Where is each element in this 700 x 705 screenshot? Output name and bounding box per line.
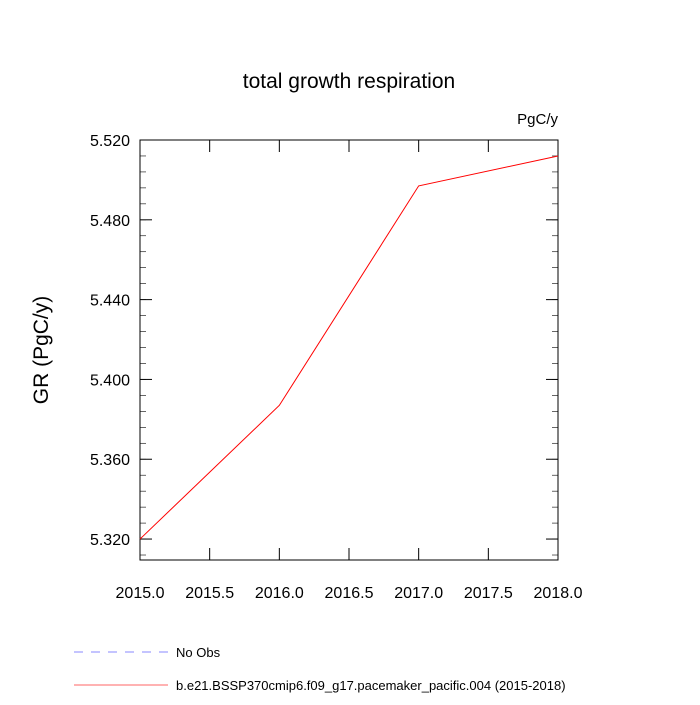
x-tick-label: 2016.0	[255, 585, 304, 602]
plot-frame	[140, 140, 558, 560]
series-line-0	[140, 156, 558, 539]
x-tick-label: 2015.0	[116, 585, 165, 602]
y-tick-label: 5.400	[90, 372, 130, 389]
legend-label-model: b.e21.BSSP370cmip6.f09_g17.pacemaker_pac…	[176, 678, 566, 693]
x-tick-label: 2015.5	[185, 585, 234, 602]
y-tick-label: 5.480	[90, 213, 130, 230]
y-tick-label: 5.360	[90, 452, 130, 469]
chart-title: total growth respiration	[243, 70, 455, 93]
y-axis-label: GR (PgC/y)	[30, 296, 53, 405]
y-tick-label: 5.440	[90, 293, 130, 310]
x-tick-label: 2017.0	[394, 585, 443, 602]
units-label: PgC/y	[517, 111, 558, 128]
x-tick-label: 2017.5	[464, 585, 513, 602]
x-tick-label: 2018.0	[534, 585, 583, 602]
y-tick-label: 5.320	[90, 532, 130, 549]
y-tick-label: 5.520	[90, 133, 130, 150]
legend: No Obs b.e21.BSSP370cmip6.f09_g17.pacema…	[74, 645, 566, 693]
legend-label-no-obs: No Obs	[176, 645, 221, 660]
x-tick-label: 2016.5	[325, 585, 374, 602]
